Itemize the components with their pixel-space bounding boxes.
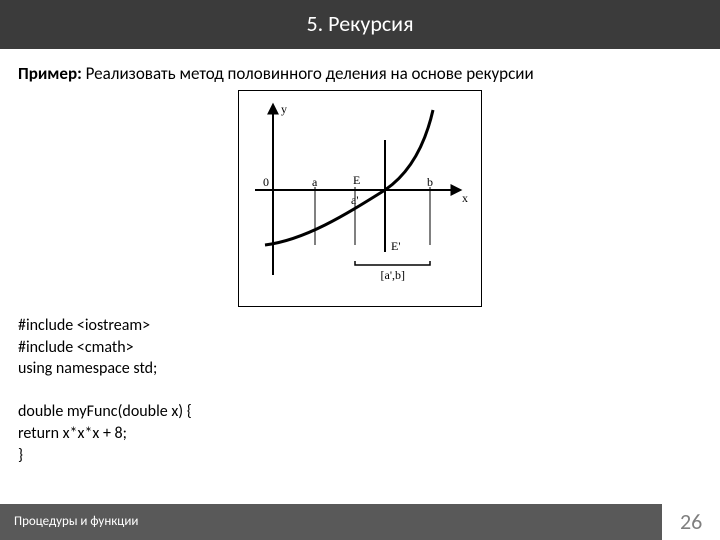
svg-text:a': a' [351,193,359,207]
slide-content: Пример: Реализовать метод половинного де… [0,49,720,466]
svg-text:E: E [353,173,360,187]
svg-text:x: x [462,191,468,205]
bisection-figure: y x 0 a a' Eb E' [a',b] [238,90,482,307]
prompt-rest: Реализовать метод половинного деления на… [82,63,534,84]
svg-text:y: y [281,102,287,116]
svg-text:a: a [312,175,318,189]
svg-text:0: 0 [263,175,269,189]
svg-text:[a',b]: [a',b] [381,268,405,282]
prompt-bold: Пример: [18,63,82,84]
footer-title: Процедуры и функции [0,504,662,540]
example-prompt: Пример: Реализовать метод половинного де… [18,63,702,84]
svg-text:E': E' [391,239,401,253]
figure-container: y x 0 a a' Eb E' [a',b] [18,90,702,307]
bisection-diagram: y x 0 a a' Eb E' [a',b] [245,95,475,295]
svg-text:b: b [427,175,433,189]
slide-title: 5. Рекурсия [306,10,413,37]
code-block: #include <iostream> #include <cmath> usi… [18,315,702,466]
slide-header: 5. Рекурсия [0,0,720,49]
page-number: 26 [662,504,720,540]
slide-footer: Процедуры и функции 26 [0,504,720,540]
